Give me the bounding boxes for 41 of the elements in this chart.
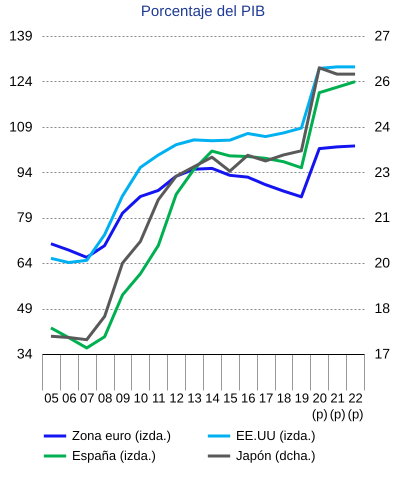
- x-tick-label: 08: [98, 390, 112, 406]
- x-tick-label: 18: [276, 390, 292, 406]
- y-tick-label: 49: [16, 300, 33, 316]
- x-tick-label: 21 (p): [330, 390, 346, 422]
- x-tick-label: 10: [134, 390, 148, 406]
- y-tick-label: 109: [9, 118, 33, 134]
- x-tick-label: 07: [80, 390, 94, 406]
- y-tick-label: 79: [16, 209, 33, 226]
- legend-label: EE.UU (izda.): [236, 428, 316, 443]
- y-tick-label: 139: [9, 28, 33, 44]
- x-tick-label: 09: [116, 390, 130, 406]
- x-tick-label: 20 (p): [312, 390, 328, 422]
- legend-label: Japón (dcha.): [236, 448, 316, 463]
- x-tick-label: 12: [169, 390, 184, 406]
- y2-tick-label: 20: [374, 254, 390, 271]
- chart-title: Porcentaje del PIB: [140, 3, 266, 20]
- y-tick-label: 94: [16, 164, 33, 180]
- y-tick-label: 64: [16, 254, 33, 271]
- legend-label: Zona euro (izda.): [72, 428, 171, 443]
- y2-tick-label: 18: [374, 300, 390, 316]
- y2-tick-label: 26: [374, 72, 390, 89]
- y-tick-label: 124: [9, 72, 33, 89]
- x-tick-label: 13: [187, 390, 202, 406]
- y2-tick-label: 24: [374, 118, 390, 134]
- x-tick-label: 22 (p): [348, 390, 364, 422]
- line-series: [49, 144, 357, 259]
- y2-tick-label: 27: [374, 28, 390, 44]
- x-tick-label: 06: [62, 390, 77, 406]
- legend-label: España (izda.): [72, 448, 156, 463]
- y2-tick-label: 17: [374, 346, 390, 362]
- x-tick-label: 11: [152, 390, 166, 406]
- x-tick-label: 14: [205, 390, 220, 406]
- x-tick-label: 15: [223, 390, 238, 406]
- x-tick-label: 05: [44, 390, 59, 406]
- x-tick-label: 17: [258, 390, 274, 406]
- line-series: [49, 65, 357, 264]
- y2-tick-label: 21: [374, 209, 390, 226]
- x-tick-label: 16: [240, 390, 256, 406]
- y2-tick-label: 23: [374, 164, 390, 180]
- x-tick-label: 19: [294, 390, 310, 406]
- y-tick-label: 34: [16, 346, 33, 362]
